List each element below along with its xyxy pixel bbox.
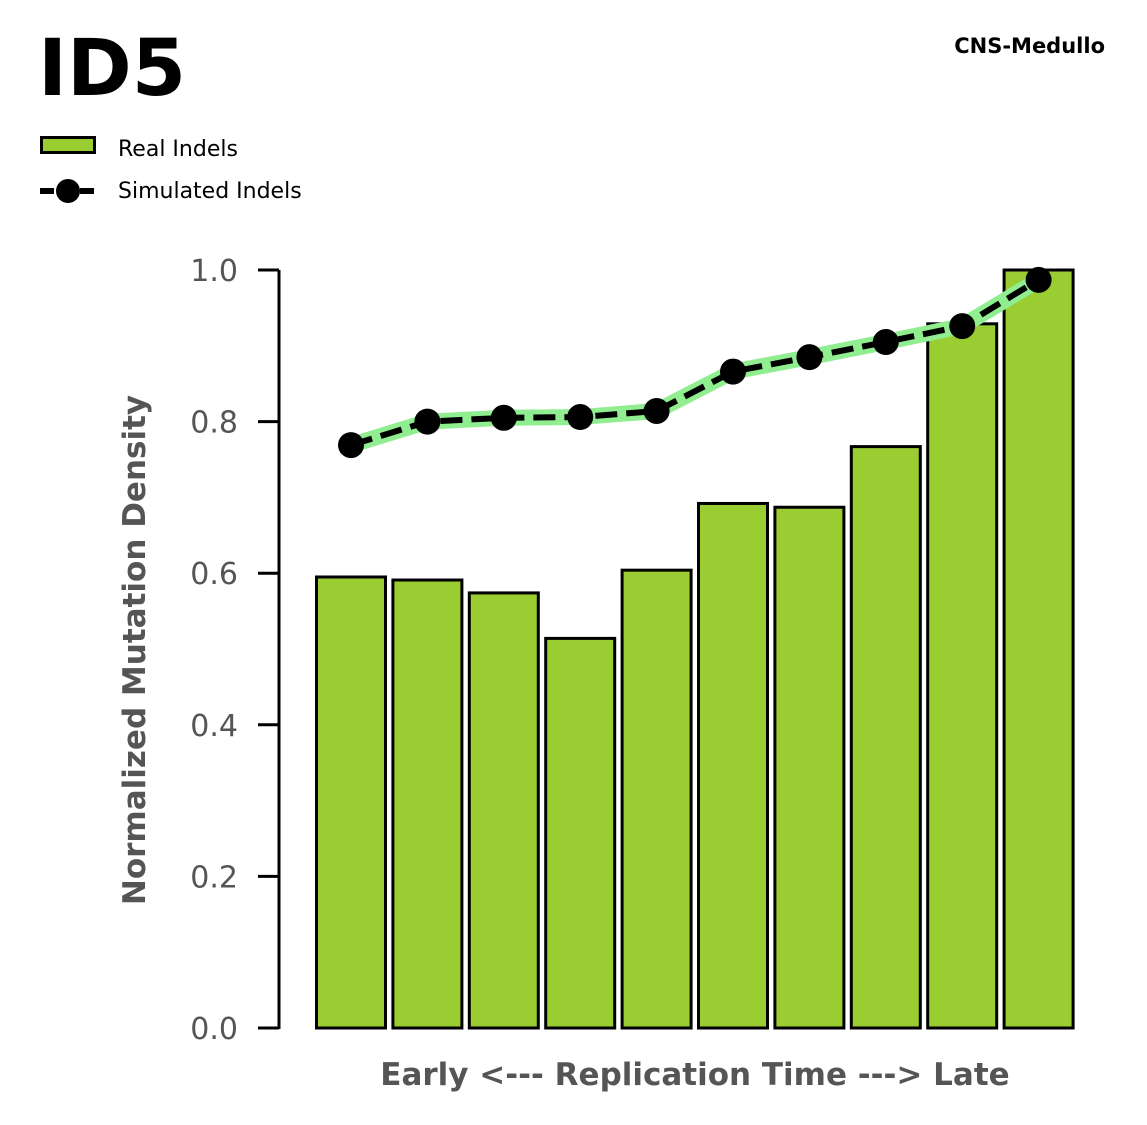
legend-label-simulated: Simulated Indels	[118, 178, 302, 204]
bar-3	[467, 591, 540, 1030]
simulated-point-1	[338, 432, 364, 459]
simulated-point-9	[949, 313, 976, 340]
y-tick-label-0: 0.0	[190, 1012, 238, 1047]
y-tick-label-2: 0.4	[190, 709, 238, 744]
bar-2	[391, 578, 464, 1030]
simulated-point-8	[872, 329, 899, 356]
legend: Real Indels Simulated Indels	[38, 128, 302, 212]
legend-item-simulated: Simulated Indels	[38, 170, 302, 212]
simulated-line	[350, 277, 1041, 448]
simulated-point-4	[567, 404, 594, 431]
legend-item-real: Real Indels	[38, 128, 302, 170]
y-tick-label-1: 0.2	[190, 860, 238, 895]
bar-9	[926, 322, 999, 1030]
y-tick-label-4: 0.8	[190, 406, 238, 441]
bar-6	[697, 501, 769, 1030]
chart-subtitle: CNS-Medullo	[954, 34, 1105, 58]
y-axis-label: Normalized Mutation Density	[117, 395, 153, 905]
bar-10	[1002, 268, 1075, 1030]
x-axis-label: Early <--- Replication Time ---> Late	[380, 1057, 1009, 1093]
bar-4	[544, 636, 617, 1030]
legend-line-marker-icon	[38, 170, 98, 212]
legend-label-real: Real Indels	[118, 136, 238, 162]
bar-group	[315, 268, 1075, 1030]
simulated-point-6	[720, 358, 746, 385]
simulated-point-10	[1025, 266, 1052, 293]
y-tick-label-3: 0.6	[190, 557, 238, 592]
simulated-line-group	[338, 266, 1052, 459]
simulated-point-5	[643, 397, 670, 424]
simulated-point-2	[414, 408, 441, 435]
bar-1	[315, 575, 387, 1030]
y-tick-label-5: 1.0	[190, 254, 238, 289]
chart-title: ID5	[38, 24, 187, 114]
bar-8	[849, 445, 922, 1030]
simulated-point-3	[490, 404, 517, 431]
legend-bar-swatch-icon	[38, 128, 98, 170]
bar-5	[620, 568, 693, 1030]
y-axis: 0.0 0.2 0.4 0.6 0.8 1.0	[190, 254, 281, 1047]
simulated-point-7	[796, 344, 823, 371]
bar-7	[773, 505, 846, 1030]
